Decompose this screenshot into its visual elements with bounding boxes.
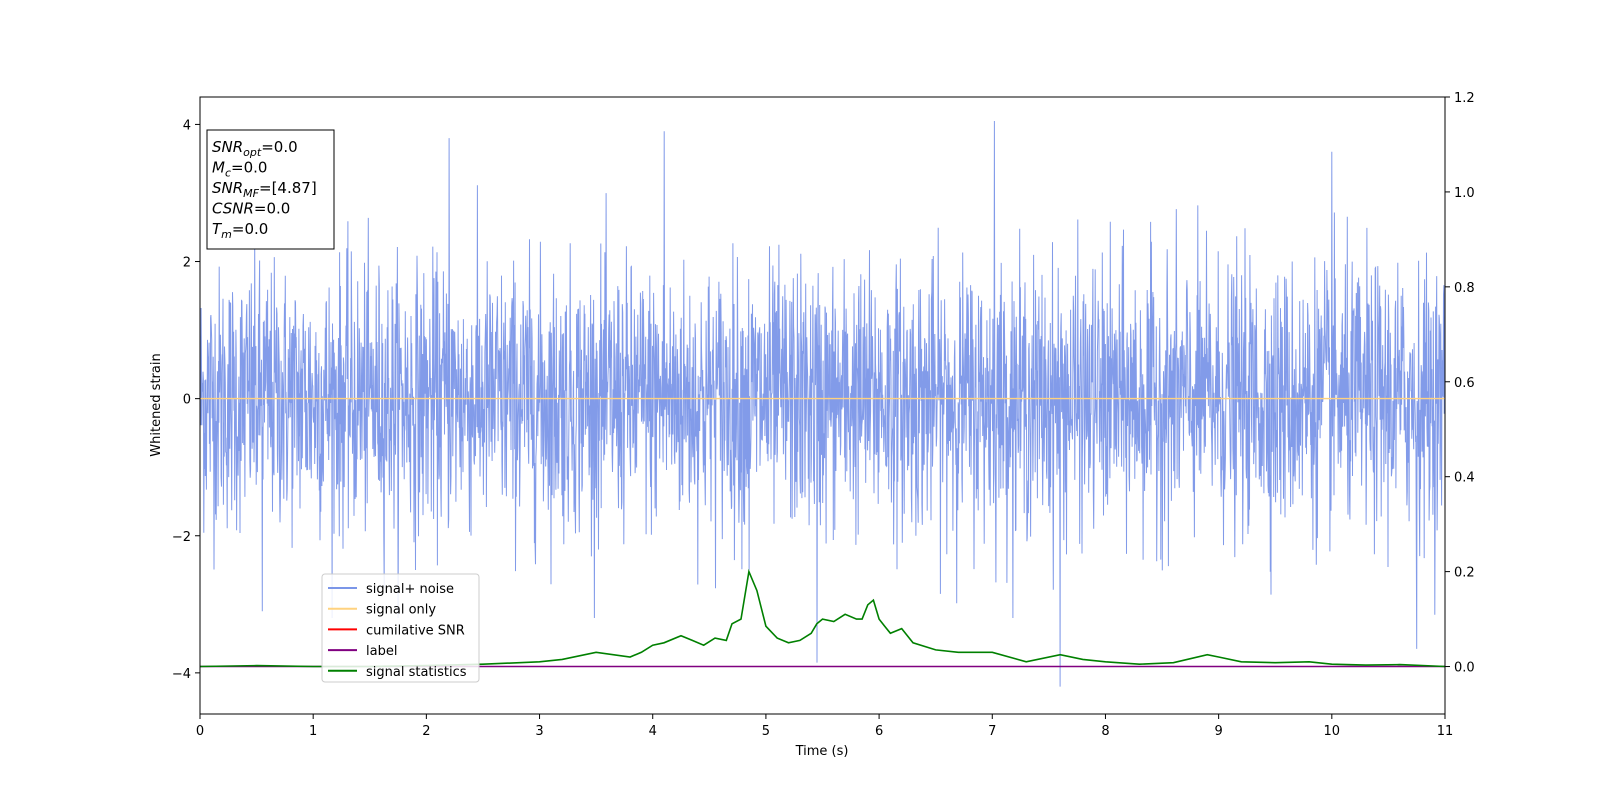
x-axis-label: Time (s) [795,744,849,759]
x-tick-label: 4 [649,724,657,739]
x-tick-label: 10 [1324,724,1341,739]
x-tick-label: 8 [1101,724,1109,739]
y2-tick-label: 0.2 [1454,566,1475,581]
plot-frame [199,96,1446,715]
x-axis: 0 1 2 3 4 5 6 7 8 9 10 11 [196,714,1453,739]
info-line: SNRMF=[4.87] [212,179,317,200]
y-tick-label: 4 [183,118,191,133]
y-axis-label: Whitened strain [149,353,164,456]
y2-tick-label: 0.6 [1454,376,1475,391]
x-tick-label: 0 [196,724,204,739]
info-line: SNRopt=0.0 [212,138,298,159]
x-tick-label: 11 [1437,724,1454,739]
x-tick-label: 3 [535,724,543,739]
legend-entry: signal statistics [366,665,467,680]
y-tick-label: 0 [183,393,191,408]
x-tick-label: 9 [1214,724,1222,739]
y-axis-left: −4 −2 0 2 4 [172,118,200,682]
legend: signal+ noise signal only cumilative SNR la… [321,573,480,683]
y-tick-label: −4 [172,667,191,682]
y2-tick-label: 0.4 [1454,471,1475,486]
y2-tick-label: 0.8 [1454,281,1475,296]
x-tick-label: 7 [988,724,996,739]
y2-tick-label: 0.0 [1454,661,1475,676]
x-tick-label: 2 [422,724,430,739]
x-tick-label: 5 [762,724,770,739]
x-tick-label: 6 [875,724,883,739]
info-line: CSNR=0.0 [212,200,290,218]
info-line: Mc=0.0 [212,159,267,180]
series-line-signal-statistics [200,568,1445,668]
y-tick-label: 2 [183,256,191,271]
y-axis-right: 0.0 0.2 0.4 0.6 0.8 1.0 1.2 [1445,91,1475,676]
signal-noise-series [200,120,1445,687]
y-tick-label: −2 [172,530,191,545]
legend-entry: signal+ noise [366,582,454,597]
info-box-frame [206,129,335,250]
legend-entry: label [366,644,397,659]
info-line: Tm=0.0 [212,220,268,241]
y2-tick-label: 1.0 [1454,186,1475,201]
y2-tick-label: 1.2 [1454,91,1475,106]
x-tick-label: 1 [309,724,317,739]
legend-frame [321,573,480,683]
legend-entry: signal only [366,603,436,618]
signal-noise-line [200,120,1445,687]
legend-entry: cumilative SNR [366,623,465,638]
